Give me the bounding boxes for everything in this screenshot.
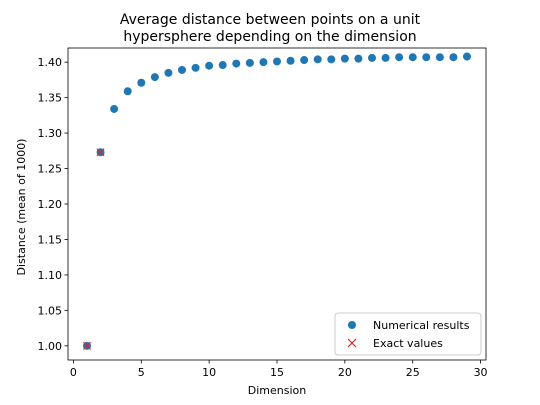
data-point-numerical	[178, 65, 186, 74]
legend-label-exact: Exact values	[373, 337, 443, 350]
chart-title-line-1: Average distance between points on a uni…	[120, 12, 421, 28]
plot-area: 0 5 10 15 20 25 30 1.00 1.05 1.10 1.15 1.20 1.25 1.30…	[38, 47, 488, 379]
y-tick-label: 1.40	[38, 56, 63, 69]
data-point-numerical	[164, 68, 173, 77]
x-tick-label: 0	[70, 366, 77, 379]
y-tick-label: 1.30	[38, 127, 63, 140]
data-point-numerical	[368, 53, 376, 62]
data-point-numerical	[395, 53, 404, 62]
data-point-numerical	[313, 55, 322, 64]
legend-marker-numerical	[348, 321, 356, 329]
data-point-numerical	[354, 54, 363, 63]
data-point-numerical	[205, 61, 214, 70]
data-point-numerical	[191, 63, 200, 72]
legend-frame	[334, 312, 482, 356]
data-point-numerical	[259, 58, 268, 67]
x-tick-label: 30	[474, 366, 488, 379]
data-point-numerical	[273, 57, 281, 66]
y-tick-label: 1.25	[38, 163, 63, 176]
data-point-numerical	[327, 55, 336, 64]
y-tick-label: 1.20	[38, 198, 63, 211]
x-tick-label: 5	[138, 366, 145, 379]
data-point-numerical	[340, 54, 349, 63]
data-point-exact	[82, 341, 92, 350]
data-point-numerical	[123, 87, 132, 96]
data-point-numerical	[286, 56, 295, 65]
y-tick-label: 1.15	[38, 233, 63, 246]
legend-label-numerical: Numerical results	[373, 319, 470, 332]
x-tick-label: 10	[202, 366, 216, 379]
x-axis-label: Dimension	[248, 384, 306, 397]
y-tick-label: 1.00	[38, 340, 63, 353]
x-tick-label: 25	[406, 366, 420, 379]
data-point-numerical	[435, 53, 444, 62]
y-tick-label: 1.05	[38, 304, 63, 317]
data-point-numerical	[463, 52, 471, 61]
data-point-numerical	[232, 59, 241, 68]
y-tick-label: 1.35	[38, 92, 63, 105]
y-tick-label: 1.10	[38, 269, 63, 282]
data-point-numerical	[449, 53, 458, 62]
data-point-exact	[96, 148, 105, 157]
data-point-numerical	[422, 53, 431, 62]
legend: Numerical results Exact values	[334, 312, 482, 356]
data-point-numerical	[408, 53, 417, 62]
x-tick-label: 20	[338, 366, 352, 379]
data-point-numerical	[300, 56, 309, 65]
data-point-numerical	[110, 104, 119, 113]
data-point-numerical	[150, 73, 159, 82]
x-tick-label: 15	[270, 366, 284, 379]
y-axis-label: Distance (mean of 1000)	[15, 139, 28, 276]
data-point-numerical	[137, 78, 146, 87]
chart-title-line-2: hypersphere depending on the dimension	[123, 29, 416, 45]
data-point-numerical	[381, 53, 390, 62]
data-point-numerical	[218, 61, 227, 70]
legend-marker-exact	[347, 338, 357, 348]
data-point-numerical	[245, 58, 254, 67]
